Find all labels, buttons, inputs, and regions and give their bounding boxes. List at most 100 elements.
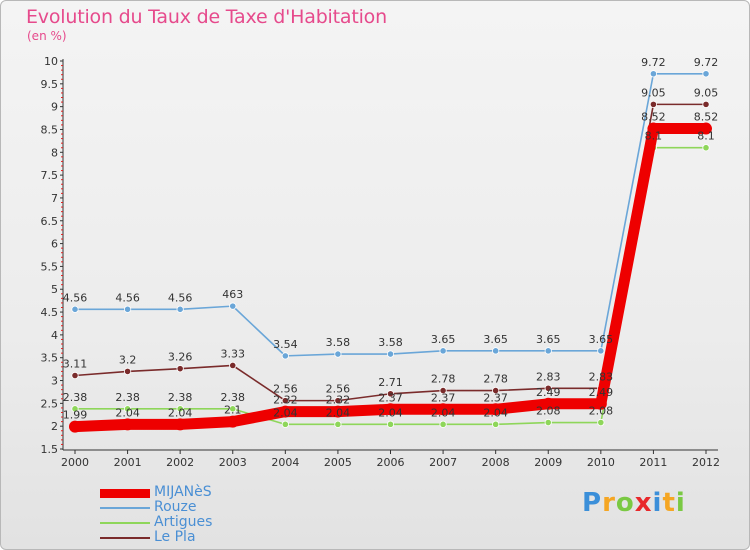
y-tick-label: 6	[51, 238, 58, 251]
data-label-0: 2.1	[224, 404, 242, 417]
data-label-0: 2.04	[115, 406, 140, 419]
chart-axes: 1.522.533.544.555.566.577.588.599.510200…	[41, 55, 721, 469]
y-tick-label: 2.5	[41, 397, 59, 410]
series-point-3	[334, 397, 342, 405]
data-label-1: 3.58	[326, 336, 351, 349]
y-tick-label: 7.5	[41, 169, 59, 182]
data-label-3: 2.56	[326, 383, 351, 396]
series-point-1	[386, 350, 395, 358]
x-tick-label: 2006	[377, 456, 405, 469]
data-label-2: 2.38	[115, 391, 140, 404]
series-point-1	[176, 305, 184, 313]
x-tick-label: 2000	[61, 456, 89, 469]
data-label-1: 3.58	[378, 336, 403, 349]
data-label-0: 2.37	[378, 391, 403, 404]
data-label-0: 8.52	[641, 111, 666, 124]
data-label-2: 2.04	[378, 406, 403, 419]
proxiti-logo: Proxiti	[582, 488, 686, 518]
series-point-2	[597, 418, 605, 427]
data-labels-layer: 1.99 2.04 2.04 2.1 2.32 2.32 2.37 2.37 2.37 2.49 2…	[63, 56, 719, 422]
series-layer	[69, 70, 712, 433]
chart-subtitle: (en %)	[27, 29, 67, 43]
series-point-2	[123, 405, 132, 413]
data-label-0: 2.32	[326, 394, 351, 407]
data-label-1: 3.65	[431, 333, 456, 346]
legend-label-rouze: Rouze	[154, 499, 197, 515]
series-point-0	[594, 397, 607, 410]
data-label-2: 2.08	[536, 405, 561, 418]
series-point-3	[386, 390, 395, 398]
data-label-1: 3.65	[483, 333, 508, 346]
data-label-1: 3.65	[589, 333, 614, 346]
y-tick-label: 8.5	[41, 123, 59, 136]
series-point-0	[489, 403, 502, 416]
series-point-1	[229, 302, 237, 310]
data-label-1: 9.72	[694, 56, 719, 69]
y-tick-label: 8	[51, 146, 58, 159]
data-label-3: 3.2	[119, 353, 137, 366]
data-label-1: 4.56	[115, 291, 140, 304]
y-tick-label: 4	[51, 329, 58, 342]
data-label-2: 2.38	[63, 391, 88, 404]
data-label-0: 2.49	[536, 386, 561, 399]
x-tick-label: 2009	[534, 456, 562, 469]
series-point-0	[384, 403, 397, 416]
data-label-2: 2.04	[326, 406, 351, 419]
series-point-1	[123, 305, 132, 313]
data-label-3: 3.11	[63, 358, 88, 371]
data-label-3: 2.83	[589, 370, 614, 383]
data-label-0: 2.37	[431, 391, 456, 404]
y-tick-label: 10	[44, 55, 58, 68]
series-point-2	[71, 405, 79, 413]
data-label-0: 2.37	[483, 391, 508, 404]
data-label-3: 3.33	[221, 347, 246, 360]
data-label-1: 3.54	[273, 338, 298, 351]
data-label-1: 4.56	[168, 291, 193, 304]
data-label-0: 2.32	[273, 394, 298, 407]
logo-letter-x: x	[634, 488, 653, 518]
data-label-3: 2.71	[378, 376, 403, 389]
series-point-3	[439, 386, 447, 395]
series-point-1	[439, 347, 447, 355]
series-point-1	[544, 347, 552, 355]
x-tick-label: 2010	[587, 456, 615, 469]
series-point-2	[439, 420, 447, 428]
series-point-2	[492, 420, 500, 428]
series-point-2	[281, 420, 289, 428]
data-label-3: 2.78	[431, 373, 456, 386]
data-label-2: 2.38	[221, 391, 246, 404]
series-point-0	[174, 418, 187, 431]
data-label-0: 2.49	[589, 386, 614, 399]
x-tick-label: 2007	[429, 456, 457, 469]
y-tick-label: 3	[51, 375, 58, 388]
y-tick-label: 3.5	[41, 352, 59, 365]
y-tick-label: 1.5	[41, 443, 59, 456]
x-tick-label: 2002	[166, 456, 194, 469]
x-tick-label: 2001	[114, 456, 142, 469]
chart-title: Evolution du Taux de Taxe d'Habitation	[26, 6, 387, 28]
series-point-1	[281, 352, 289, 360]
series-point-3	[71, 371, 79, 380]
logo-letter-t: t	[662, 488, 676, 518]
y-tick-label: 2	[51, 420, 58, 433]
data-label-2: 8.1	[645, 130, 663, 143]
series-point-2	[544, 418, 552, 427]
x-tick-label: 2012	[692, 456, 720, 469]
data-label-3: 2.56	[273, 383, 298, 396]
series-point-0	[700, 122, 712, 135]
series-point-0	[121, 418, 134, 431]
legend-label-mijanes: MIJANèS	[154, 484, 212, 500]
data-label-3: 3.26	[168, 351, 193, 364]
data-label-1: 3.65	[536, 333, 561, 346]
data-label-0: 2.04	[168, 406, 193, 419]
y-tick-label: 4.5	[41, 306, 59, 319]
series-point-3	[649, 100, 658, 108]
logo-letter-i2: i	[675, 488, 686, 518]
series-point-0	[279, 405, 292, 418]
series-point-2	[334, 420, 342, 428]
series-point-0	[647, 122, 660, 135]
logo-letter-o: o	[615, 488, 635, 518]
series-point-3	[176, 365, 184, 373]
y-tick-label: 9.5	[41, 78, 59, 91]
